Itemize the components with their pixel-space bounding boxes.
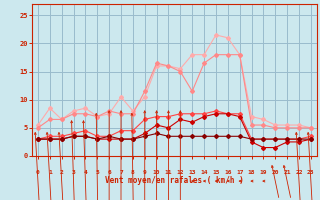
X-axis label: Vent moyen/en rafales ( km/h ): Vent moyen/en rafales ( km/h ) [105,176,244,185]
